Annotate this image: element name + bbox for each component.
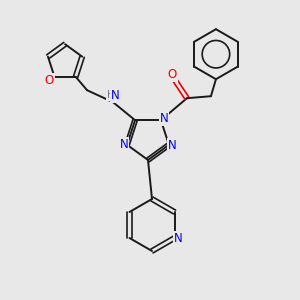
Text: H: H	[107, 90, 115, 100]
Text: N: N	[111, 89, 119, 102]
Text: N: N	[120, 138, 128, 151]
Text: N: N	[160, 112, 168, 125]
Text: O: O	[45, 74, 54, 87]
Text: O: O	[167, 68, 177, 81]
Text: N: N	[174, 232, 183, 244]
Text: N: N	[167, 139, 176, 152]
